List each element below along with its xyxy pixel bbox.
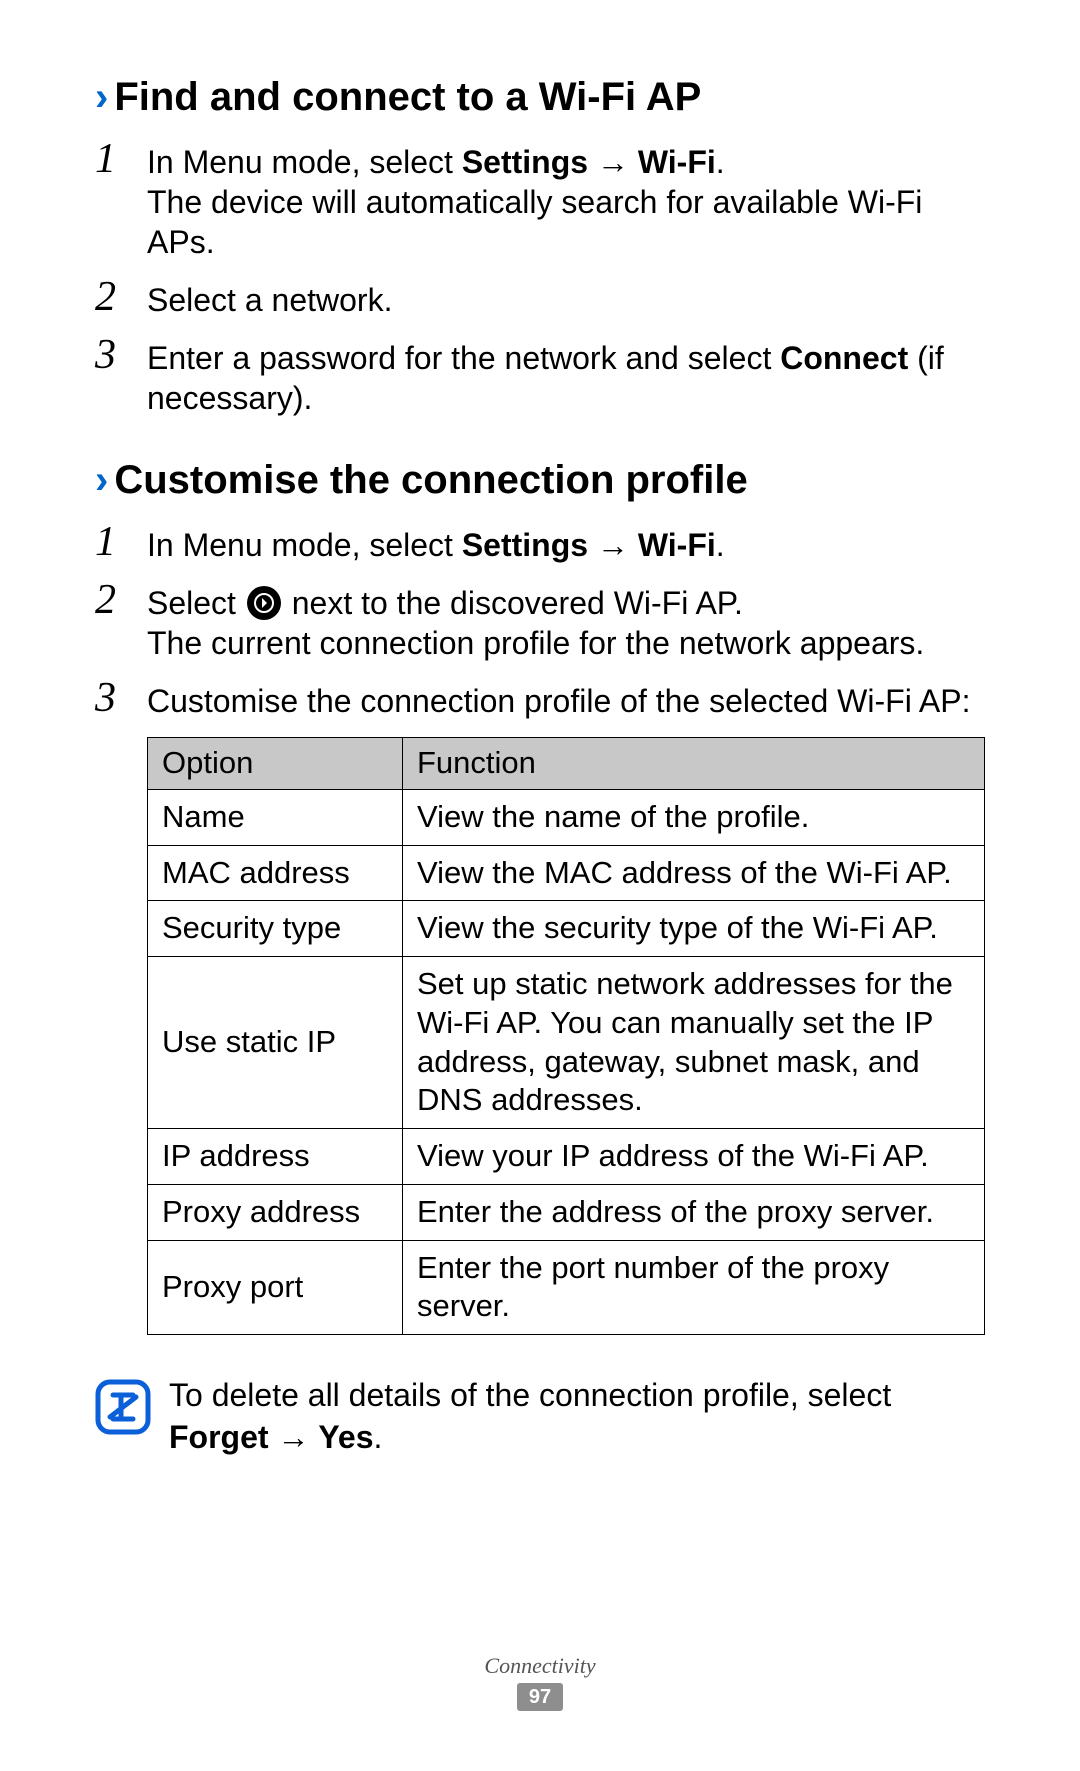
table-row: NameView the name of the profile. [148,789,985,845]
option-cell: Proxy address [148,1184,403,1240]
option-cell: MAC address [148,845,403,901]
table-header: Option [148,738,403,790]
section-heading-find-connect: › Find and connect to a Wi-Fi AP [95,75,985,120]
option-cell: Proxy port [148,1240,403,1335]
step-body: Select a network. [147,276,392,320]
step-item: 1In Menu mode, select Settings → Wi-Fi.T… [95,138,985,262]
function-cell: View the name of the profile. [403,789,985,845]
step-list-section1: 1In Menu mode, select Settings → Wi-Fi.T… [95,138,985,418]
page-footer: Connectivity 97 [0,1653,1080,1711]
option-cell: Security type [148,901,403,957]
function-cell: Enter the address of the proxy server. [403,1184,985,1240]
step-body: In Menu mode, select Settings → Wi-Fi.Th… [147,138,985,262]
section-title: Customise the connection profile [114,458,747,503]
manual-page: › Find and connect to a Wi-Fi AP 1In Men… [0,0,1080,1771]
function-cell: Set up static network addresses for the … [403,957,985,1129]
section-title: Find and connect to a Wi-Fi AP [114,75,701,120]
note-row: To delete all details of the connection … [95,1375,985,1458]
page-number-badge: 97 [517,1683,563,1711]
table-row: IP addressView your IP address of the Wi… [148,1129,985,1185]
table-row: Proxy addressEnter the address of the pr… [148,1184,985,1240]
step-body: In Menu mode, select Settings → Wi-Fi. [147,521,725,565]
option-cell: IP address [148,1129,403,1185]
note-text: To delete all details of the connection … [169,1375,985,1458]
table-row: Security typeView the security type of t… [148,901,985,957]
function-cell: View the security type of the Wi-Fi AP. [403,901,985,957]
step-number: 1 [95,138,147,180]
step-item: 1In Menu mode, select Settings → Wi-Fi. [95,521,985,565]
note-icon [95,1379,151,1435]
chevron-icon: › [95,75,108,120]
table-row: Proxy portEnter the port number of the p… [148,1240,985,1335]
circle-arrow-icon [247,586,281,620]
step-body: Enter a password for the network and sel… [147,334,985,418]
step-item: 2Select next to the discovered Wi-Fi AP.… [95,579,985,663]
step-item: 3Enter a password for the network and se… [95,334,985,418]
step-item: 2Select a network. [95,276,985,320]
function-cell: View the MAC address of the Wi-Fi AP. [403,845,985,901]
step-body: Select next to the discovered Wi-Fi AP.T… [147,579,924,663]
step-extra-text: The current connection profile for the n… [147,623,924,663]
step-list-section2: 1In Menu mode, select Settings → Wi-Fi.2… [95,521,985,1335]
step-item: 3Customise the connection profile of the… [95,677,985,1335]
section-heading-customise: › Customise the connection profile [95,458,985,503]
table-row: MAC addressView the MAC address of the W… [148,845,985,901]
function-cell: View your IP address of the Wi-Fi AP. [403,1129,985,1185]
options-table: OptionFunctionNameView the name of the p… [147,737,985,1335]
step-number: 3 [95,677,147,719]
step-number: 3 [95,334,147,376]
step-number: 1 [95,521,147,563]
step-number: 2 [95,276,147,318]
step-body: Customise the connection profile of the … [147,677,985,1335]
option-cell: Name [148,789,403,845]
step-number: 2 [95,579,147,621]
step-extra-text: The device will automatically search for… [147,182,985,262]
footer-section-label: Connectivity [0,1653,1080,1679]
function-cell: Enter the port number of the proxy serve… [403,1240,985,1335]
table-row: Use static IPSet up static network addre… [148,957,985,1129]
option-cell: Use static IP [148,957,403,1129]
chevron-icon: › [95,458,108,503]
table-header: Function [403,738,985,790]
